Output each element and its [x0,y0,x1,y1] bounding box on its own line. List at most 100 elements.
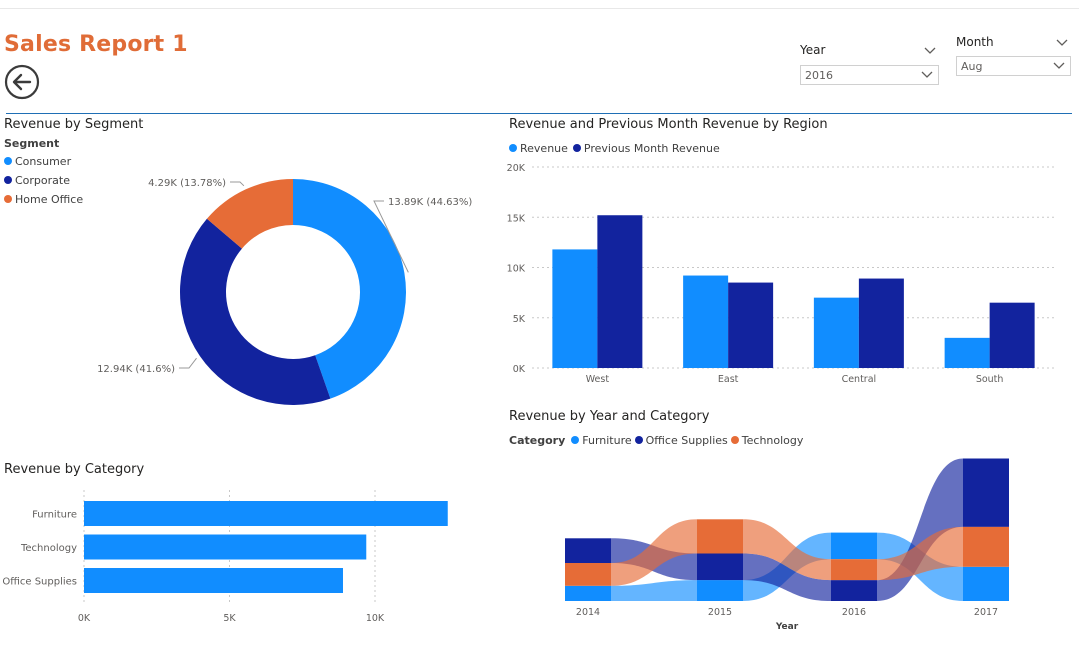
legend-item-furniture[interactable]: Furniture [571,434,632,447]
bar-previous-month-revenue-central[interactable] [858,278,904,368]
year-category-chart-title: Revenue by Year and Category [509,409,710,424]
donut-data-label: 4.29K (13.78%) [148,178,226,189]
report-title: Sales Report 1 [4,32,188,57]
leader-line [179,357,197,369]
bar-revenue-east[interactable] [683,275,729,368]
y-tick-label: 20K [507,163,526,174]
ribbon-bar-technology-2014[interactable] [565,563,611,586]
ribbon-bar-furniture-2017[interactable] [963,566,1009,601]
ribbon-bar-furniture-2016[interactable] [831,532,877,560]
legend-label: Technology [741,434,804,447]
y-tick-label: 10K [507,264,526,275]
ribbon-bar-technology-2017[interactable] [963,526,1009,567]
legend-item-office-supplies[interactable]: Office Supplies [634,434,728,447]
bar-office-supplies[interactable] [84,568,343,593]
month-dropdown-value: Aug [961,60,983,73]
back-arrow-icon[interactable] [4,64,40,100]
donut-slice-consumer[interactable] [293,179,407,399]
bar-revenue-west[interactable] [552,249,598,368]
legend-marker [571,436,580,444]
x-tick-label: 2016 [842,607,866,618]
legend-label: Consumer [15,155,72,168]
legend-marker [572,144,581,152]
x-tick-label: 0K [78,613,91,624]
legend-label: Corporate [15,174,70,187]
legend-item-technology[interactable]: Technology [730,434,804,447]
bar-furniture[interactable] [84,501,448,526]
ribbon-technology-2014-2015[interactable] [611,519,697,586]
ribbon-office-supplies-2016-2017[interactable] [877,458,963,602]
legend-marker [4,157,12,165]
donut-slice-home-office[interactable] [206,179,293,249]
legend-label: Home Office [15,193,84,206]
bar-previous-month-revenue-south[interactable] [989,302,1035,368]
bar-revenue-south[interactable] [944,337,990,368]
legend-item-previous-month-revenue[interactable]: Previous Month Revenue [572,142,720,155]
y-tick-label: Technology [20,543,77,554]
legend-label: Furniture [582,434,632,447]
x-tick-label: 2014 [576,607,600,618]
legend-marker [509,144,517,152]
segment-donut-chart: 13.89K (44.63%) 12.94K (41.6%) 4.29K (13.7… [97,178,472,405]
donut-data-label: 12.94K (41.6%) [97,364,175,375]
x-tick-label: Central [842,374,877,385]
legend-marker [634,436,643,444]
year-slicer[interactable]: Year 2016 [800,43,940,87]
month-slicer-label: Month [956,35,994,49]
ribbon-technology-2015-2016[interactable] [743,519,831,581]
y-tick-label: Office Supplies [2,577,77,588]
x-tick-label: South [976,374,1004,385]
chevron-down-icon[interactable] [924,45,936,55]
header-divider [6,113,1072,114]
year-slicer-label: Year [800,43,826,57]
x-tick-label: 2015 [708,607,732,618]
x-tick-label: 5K [223,613,236,624]
region-chart-title: Revenue and Previous Month Revenue by Re… [509,117,828,132]
legend-label: Previous Month Revenue [583,142,720,155]
y-tick-label: 0K [513,364,526,375]
ribbon-bar-furniture-2014[interactable] [565,585,611,601]
bar-previous-month-revenue-east[interactable] [728,282,774,368]
x-axis-title: Year [775,622,799,632]
y-tick-label: 5K [513,314,526,325]
month-slicer[interactable]: Month Aug [956,35,1072,79]
bar-revenue-central[interactable] [813,297,859,368]
ribbon-furniture-2014-2015[interactable] [611,580,697,601]
donut-slice-corporate[interactable] [180,218,331,405]
segment-legend-title: Segment [4,137,60,150]
legend-item-home-office[interactable]: Home Office [4,193,83,206]
year-category-ribbon-chart: 2014 2015 2016 2017 Year [565,458,1009,632]
chevron-down-icon[interactable] [1056,37,1068,47]
bar-previous-month-revenue-west[interactable] [597,215,643,368]
x-tick-label: East [718,374,739,385]
month-dropdown[interactable]: Aug [956,56,1071,76]
ribbon-bar-technology-2015[interactable] [697,519,743,554]
legend-marker [4,195,12,203]
leader-line [373,200,409,273]
ribbon-bar-office-supplies-2014[interactable] [565,538,611,563]
donut-data-label: 13.89K (44.63%) [388,197,472,208]
ribbon-technology-2016-2017[interactable] [877,526,963,581]
legend-marker [730,436,739,444]
category-bar-chart: 0K 5K 10K Furniture Technology Office Supplie… [2,490,448,624]
year-dropdown[interactable]: 2016 [800,65,939,85]
legend-item-corporate[interactable]: Corporate [4,174,83,187]
legend-label: Revenue [520,142,568,155]
ribbon-bar-technology-2016[interactable] [831,559,877,581]
leader-line [230,181,245,187]
x-tick-label: 10K [366,613,385,624]
legend-item-consumer[interactable]: Consumer [4,155,83,168]
ribbon-bar-office-supplies-2015[interactable] [697,553,743,581]
category-chart-title: Revenue by Category [4,462,145,477]
ribbon-bar-office-supplies-2016[interactable] [831,580,877,601]
top-divider [0,8,1079,9]
y-tick-label: 15K [507,213,526,224]
bar-technology[interactable] [84,534,367,560]
ribbon-bar-furniture-2015[interactable] [697,580,743,601]
ribbon-office-supplies-2015-2016[interactable] [743,553,831,602]
legend-item-revenue[interactable]: Revenue [509,142,568,155]
legend-label: Office Supplies [645,434,728,447]
x-tick-label: West [586,374,610,385]
region-bar-chart: 0K 5K 10K 15K 20K West East Central South [507,163,1055,385]
ribbon-bar-office-supplies-2017[interactable] [963,458,1009,527]
